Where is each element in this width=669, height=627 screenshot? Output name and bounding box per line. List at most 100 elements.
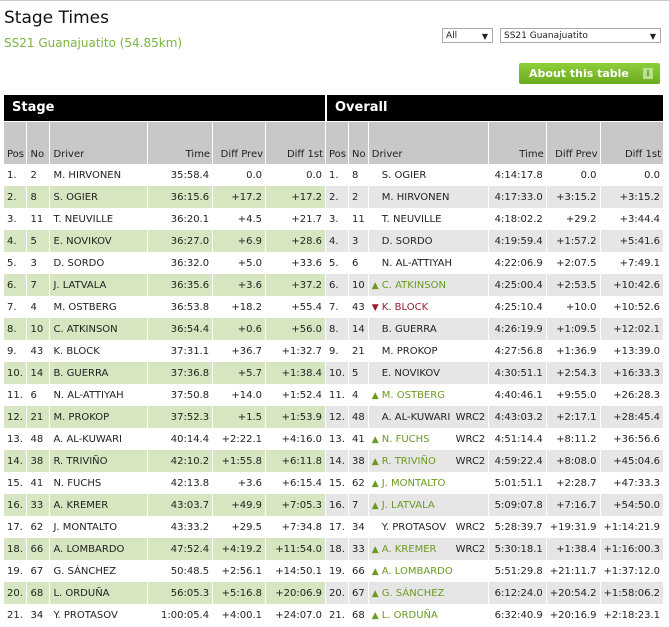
cell-driver[interactable]: T. NEUVILLE — [368, 208, 490, 230]
cell-driver[interactable]: R. TRIVIÑO — [49, 450, 149, 472]
cell-driver[interactable]: N. FUCHS — [49, 472, 149, 494]
cell-driver[interactable]: E. NOVIKOV — [368, 362, 490, 384]
cell-diff-1st: +13:39.0 — [600, 340, 664, 362]
cell-no: 38 — [348, 450, 369, 472]
cell-driver[interactable]: J. LATVALA — [49, 274, 149, 296]
driver-name: Y. PROTASOV — [381, 521, 447, 533]
cell-driver[interactable]: ▲ N. FUCHS WRC2 — [368, 428, 490, 450]
cell-diff-prev: +14.0 — [212, 384, 267, 406]
class-filter-select[interactable]: All ▼ — [442, 28, 493, 43]
cell-diff-1st: 0.0 — [265, 164, 326, 186]
table-row: 13. 41 ▲ N. FUCHS WRC2 4:51:14.4 +8:11.2 +36:56… — [326, 428, 664, 450]
cell-driver[interactable]: D. SORDO — [49, 252, 149, 274]
cell-time: 4:25:00.4 — [488, 274, 547, 296]
cell-time: 4:51:14.4 — [488, 428, 547, 450]
cell-driver[interactable]: E. NOVIKOV — [49, 230, 149, 252]
column-header-pos[interactable]: Pos — [4, 122, 28, 164]
chevron-down-icon: ▼ — [481, 32, 488, 41]
column-header-diff-prev[interactable]: Diff Prev — [546, 122, 601, 164]
table-row: 2. 2 M. HIRVONEN 4:17:33.0 +3:15.2 +3:15.2 — [326, 186, 664, 208]
position-up-icon: ▲ — [371, 588, 379, 599]
cell-diff-1st: +26:28.3 — [600, 384, 664, 406]
cell-driver[interactable]: A. AL-KUWARI WRC2 — [368, 406, 490, 428]
cell-driver[interactable]: Y. PROTASOV WRC2 — [368, 516, 490, 538]
cell-driver[interactable]: ▼ K. BLOCK — [368, 296, 490, 318]
driver-name: A. KREMER — [381, 543, 437, 555]
column-header-diff-1st[interactable]: Diff 1st — [265, 122, 326, 164]
position-up-icon: ▲ — [371, 456, 379, 467]
cell-driver[interactable]: C. ATKINSON — [49, 318, 149, 340]
cell-driver[interactable]: K. BLOCK — [49, 340, 149, 362]
cell-driver[interactable]: M. OSTBERG — [49, 296, 149, 318]
column-header-time[interactable]: Time — [488, 122, 547, 164]
cell-driver[interactable]: M. HIRVONEN — [368, 186, 490, 208]
cell-driver[interactable]: ▲ J. LATVALA — [368, 494, 490, 516]
cell-diff-1st: +47:33.3 — [600, 472, 664, 494]
cell-driver[interactable]: ▲ R. TRIVIÑO WRC2 — [368, 450, 490, 472]
cell-diff-prev: +8:08.0 — [546, 450, 601, 472]
cell-no: 10 — [348, 274, 369, 296]
about-table-button[interactable]: About this table i — [519, 63, 660, 84]
cell-driver[interactable]: A. LOMBARDO — [49, 538, 149, 560]
cell-driver[interactable]: ▲ L. ORDUÑA — [368, 604, 490, 626]
cell-diff-1st: +5:41.6 — [600, 230, 664, 252]
cell-driver[interactable]: M. HIRVONEN — [49, 164, 149, 186]
cell-diff-1st: +45:04.6 — [600, 450, 664, 472]
cell-driver[interactable]: ▲ A. LOMBARDO — [368, 560, 490, 582]
cell-time: 5:09:07.8 — [488, 494, 547, 516]
cell-driver[interactable]: ▲ M. OSTBERG — [368, 384, 490, 406]
cell-diff-1st: 0.0 — [600, 164, 664, 186]
cell-diff-prev: +9:55.0 — [546, 384, 601, 406]
class-filter-value: All — [446, 31, 458, 41]
cell-driver[interactable]: M. PROKOP — [49, 406, 149, 428]
column-header-diff-prev[interactable]: Diff Prev — [212, 122, 267, 164]
cell-driver[interactable]: ▲ A. KREMER WRC2 — [368, 538, 490, 560]
column-header-time[interactable]: Time — [147, 122, 214, 164]
cell-driver[interactable]: T. NEUVILLE — [49, 208, 149, 230]
cell-driver[interactable]: B. GUERRA — [49, 362, 149, 384]
cell-pos: 1. — [4, 164, 28, 186]
cell-no: 67 — [348, 582, 369, 604]
cell-driver[interactable]: A. KREMER — [49, 494, 149, 516]
column-header-diff-1st[interactable]: Diff 1st — [600, 122, 664, 164]
stage-select[interactable]: SS21 Guanajuatito ▼ — [500, 28, 661, 43]
cell-diff-prev: 0.0 — [546, 164, 601, 186]
cell-driver[interactable]: N. AL-ATTIYAH — [368, 252, 490, 274]
cell-diff-1st: +11:54.0 — [265, 538, 326, 560]
cell-driver[interactable]: G. SÁNCHEZ — [49, 560, 149, 582]
position-up-icon: ▲ — [371, 478, 379, 489]
cell-driver[interactable]: ▲ C. ATKINSON — [368, 274, 490, 296]
cell-driver[interactable]: A. AL-KUWARI — [49, 428, 149, 450]
cell-driver[interactable]: S. OGIER — [368, 164, 490, 186]
driver-name: A. LOMBARDO — [381, 565, 453, 577]
cell-diff-prev: +5:16.8 — [212, 582, 267, 604]
cell-diff-1st: +4:16.0 — [265, 428, 326, 450]
column-header-no[interactable]: No — [348, 122, 369, 164]
cell-time: 5:28:39.7 — [488, 516, 547, 538]
cell-driver[interactable]: J. MONTALTO — [49, 516, 149, 538]
cell-driver[interactable]: ▲ J. MONTALTO — [368, 472, 490, 494]
column-header-driver[interactable]: Driver — [49, 122, 149, 164]
cell-pos: 17. — [4, 516, 28, 538]
cell-driver[interactable]: S. OGIER — [49, 186, 149, 208]
column-header-no[interactable]: No — [26, 122, 51, 164]
column-header-driver[interactable]: Driver — [368, 122, 490, 164]
cell-driver[interactable]: B. GUERRA — [368, 318, 490, 340]
column-header-pos[interactable]: Pos — [326, 122, 350, 164]
cell-driver[interactable]: D. SORDO — [368, 230, 490, 252]
driver-name: T. NEUVILLE — [381, 213, 442, 225]
overall-table: Pos No Driver Time Diff Prev Diff 1st 1. 8 S. OG… — [326, 122, 664, 626]
cell-driver[interactable]: N. AL-ATTIYAH — [49, 384, 149, 406]
cell-driver[interactable]: L. ORDUÑA — [49, 582, 149, 604]
cell-driver[interactable]: ▲ G. SÁNCHEZ — [368, 582, 490, 604]
cell-driver[interactable]: M. PROKOP — [368, 340, 490, 362]
cell-no: 2 — [26, 164, 51, 186]
table-row: 9. 21 M. PROKOP 4:27:56.8 +1:36.9 +13:39.0 — [326, 340, 664, 362]
cell-diff-1st: +1:32.7 — [265, 340, 326, 362]
cell-time: 36:32.0 — [147, 252, 214, 274]
cell-driver[interactable]: Y. PROTASOV — [49, 604, 149, 626]
cell-diff-prev: +3.6 — [212, 472, 267, 494]
cell-pos: 6. — [326, 274, 350, 296]
cell-no: 68 — [348, 604, 369, 626]
cell-time: 4:17:33.0 — [488, 186, 547, 208]
